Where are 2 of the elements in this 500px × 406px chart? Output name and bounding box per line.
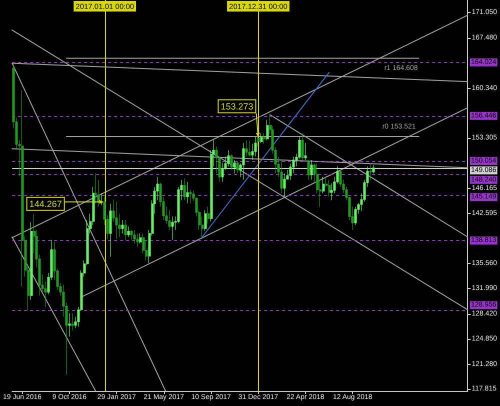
annotation: 153.273: [220, 101, 254, 112]
annotation: 144.267: [29, 198, 62, 209]
